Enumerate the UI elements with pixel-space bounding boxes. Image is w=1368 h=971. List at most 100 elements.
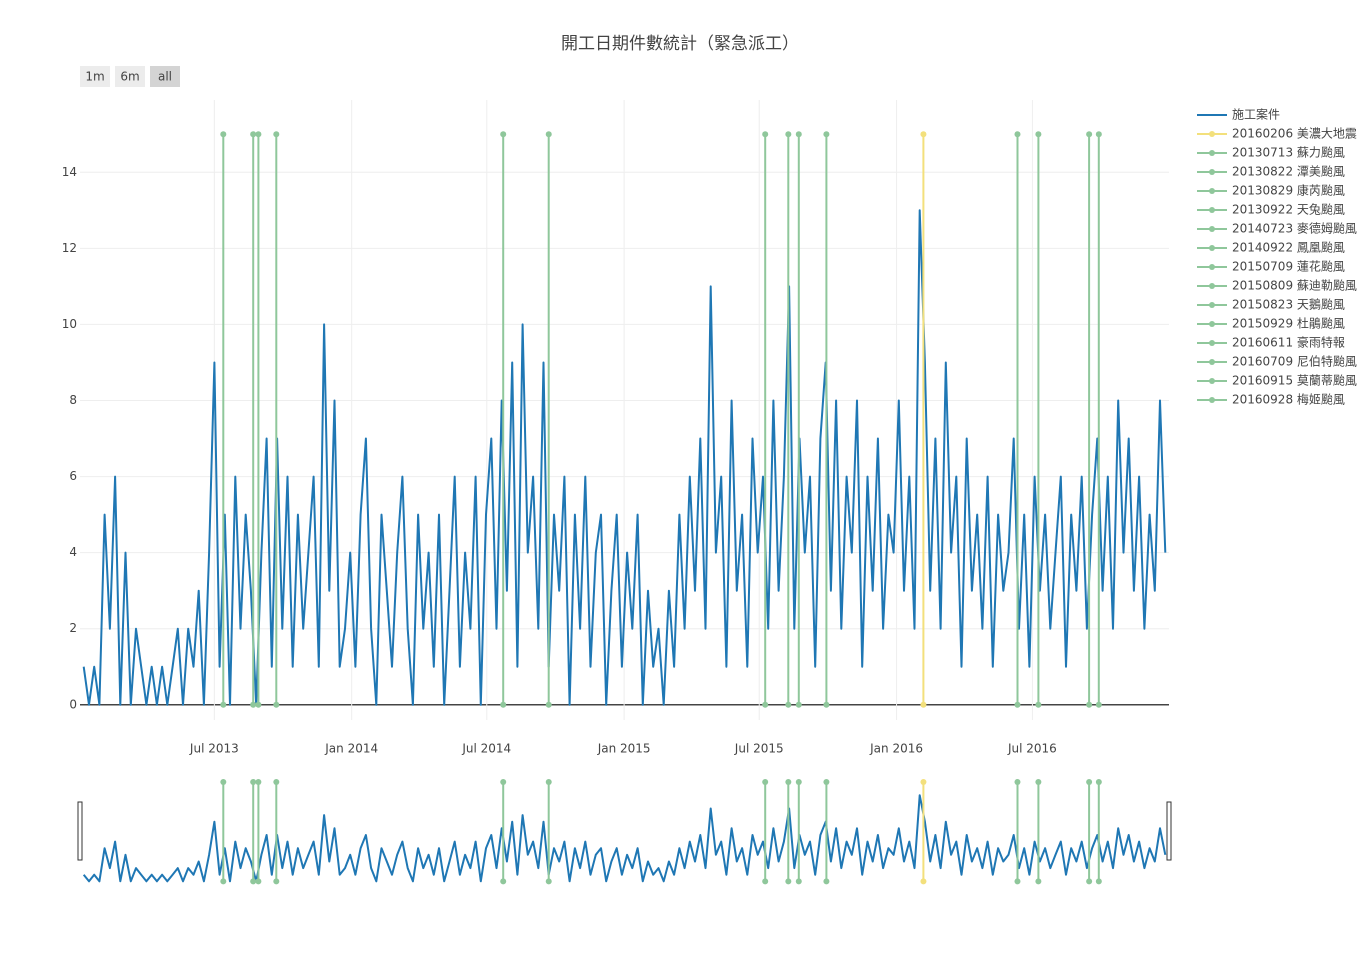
- legend-label[interactable]: 20130713 蘇力颱風: [1232, 145, 1345, 160]
- legend-item[interactable]: 施工案件: [1197, 107, 1280, 122]
- legend-label[interactable]: 20160206 美濃大地震: [1232, 127, 1357, 141]
- slider-point: [545, 778, 552, 785]
- legend-marker[interactable]: [1209, 226, 1215, 232]
- point: [273, 131, 280, 138]
- legend-label[interactable]: 20160611 豪雨特報: [1232, 335, 1345, 350]
- point: [250, 701, 257, 708]
- button-label[interactable]: 6m: [120, 70, 139, 84]
- legend-marker[interactable]: [1209, 283, 1215, 289]
- button-label[interactable]: 1m: [85, 70, 104, 84]
- slider-point: [1086, 878, 1093, 885]
- slider-point: [920, 778, 927, 785]
- legend-marker[interactable]: [1209, 207, 1215, 213]
- slider-point: [273, 878, 280, 885]
- slider-point: [823, 878, 830, 885]
- legend-item[interactable]: 20140723 麥德姆颱風: [1197, 221, 1357, 236]
- slider-point: [220, 878, 227, 885]
- button-bg[interactable]: [80, 66, 110, 87]
- point: [795, 701, 802, 708]
- legend-label[interactable]: 20150823 天鵝颱風: [1232, 297, 1345, 312]
- range-button[interactable]: 6m: [115, 66, 145, 87]
- slider-point: [785, 878, 792, 885]
- point: [1014, 701, 1021, 708]
- point: [920, 131, 927, 138]
- legend-label[interactable]: 20150929 杜鵑颱風: [1232, 316, 1345, 331]
- legend-item[interactable]: 20160709 尼伯特颱風: [1197, 354, 1357, 369]
- legend-marker[interactable]: [1209, 131, 1215, 137]
- slider-point: [255, 878, 262, 885]
- chart-title: 開工日期件數統計（緊急派工）: [561, 34, 799, 54]
- legend-marker[interactable]: [1209, 169, 1215, 175]
- x-tick-label: Jul 2014: [461, 742, 511, 756]
- range-button[interactable]: 1m: [80, 66, 110, 87]
- legend-label[interactable]: 20140723 麥德姆颱風: [1232, 221, 1357, 236]
- slider-handle[interactable]: [77, 801, 83, 861]
- legend-item[interactable]: 20150823 天鵝颱風: [1197, 297, 1345, 312]
- slider-point: [1095, 878, 1102, 885]
- legend-item[interactable]: 20130829 康芮颱風: [1197, 183, 1345, 198]
- y-tick-label: 6: [69, 469, 77, 483]
- point: [1014, 131, 1021, 138]
- legend-label[interactable]: 20130829 康芮颱風: [1232, 183, 1345, 198]
- point: [1035, 131, 1042, 138]
- slider-point: [1035, 778, 1042, 785]
- point: [823, 701, 830, 708]
- legend-item[interactable]: 20150709 蓮花颱風: [1197, 259, 1345, 274]
- legend-label[interactable]: 20160928 梅姬颱風: [1232, 392, 1345, 407]
- legend-marker[interactable]: [1209, 378, 1215, 384]
- point: [273, 701, 280, 708]
- legend-item[interactable]: 20160206 美濃大地震: [1197, 127, 1357, 141]
- x-tick-label: Jul 2013: [189, 742, 239, 756]
- legend-marker[interactable]: [1209, 264, 1215, 270]
- legend-item[interactable]: 20150809 蘇迪勒颱風: [1197, 278, 1357, 293]
- point: [1095, 131, 1102, 138]
- slider-point: [500, 878, 507, 885]
- legend-marker[interactable]: [1209, 359, 1215, 365]
- y-tick-label: 14: [62, 165, 77, 179]
- legend-label[interactable]: 20150709 蓮花颱風: [1232, 259, 1345, 274]
- slider-handle[interactable]: [1166, 801, 1172, 861]
- point: [545, 131, 552, 138]
- legend-label[interactable]: 20150809 蘇迪勒颱風: [1232, 278, 1357, 293]
- legend-item[interactable]: 20160915 莫蘭蒂颱風: [1197, 373, 1357, 388]
- legend-item[interactable]: 20130713 蘇力颱風: [1197, 145, 1345, 160]
- point: [920, 701, 927, 708]
- legend-item[interactable]: 20160928 梅姬颱風: [1197, 392, 1345, 407]
- legend-item[interactable]: 20140922 鳳凰颱風: [1197, 240, 1345, 255]
- slider-point: [762, 878, 769, 885]
- legend-item[interactable]: 20130922 天兔颱風: [1197, 202, 1345, 217]
- legend-marker[interactable]: [1209, 321, 1215, 327]
- series-line: [82, 209, 1167, 706]
- legend-item[interactable]: 20150929 杜鵑颱風: [1197, 316, 1345, 331]
- slider-point: [255, 778, 262, 785]
- legend-label[interactable]: 20160915 莫蘭蒂颱風: [1232, 373, 1357, 388]
- legend-marker[interactable]: [1209, 150, 1215, 156]
- slider-point: [920, 878, 927, 885]
- legend-marker[interactable]: [1209, 397, 1215, 403]
- slider-point: [220, 778, 227, 785]
- button-label[interactable]: all: [158, 70, 172, 84]
- legend-label[interactable]: 20130922 天兔颱風: [1232, 202, 1345, 217]
- point: [823, 131, 830, 138]
- legend-marker[interactable]: [1209, 188, 1215, 194]
- legend-label[interactable]: 20140922 鳳凰颱風: [1232, 240, 1345, 255]
- legend-marker[interactable]: [1209, 245, 1215, 251]
- range-button[interactable]: all: [150, 66, 180, 87]
- point: [1095, 701, 1102, 708]
- button-bg[interactable]: [150, 66, 180, 87]
- slider-point: [1095, 778, 1102, 785]
- legend-label[interactable]: 施工案件: [1232, 107, 1280, 122]
- legend-item[interactable]: 20130822 潭美颱風: [1197, 164, 1345, 179]
- slider-point: [250, 778, 257, 785]
- legend-label[interactable]: 20160709 尼伯特颱風: [1232, 354, 1357, 369]
- point: [795, 131, 802, 138]
- legend-label[interactable]: 20130822 潭美颱風: [1232, 164, 1345, 179]
- slider-line: [82, 794, 1167, 883]
- slider-point: [1035, 878, 1042, 885]
- slider-point: [795, 778, 802, 785]
- legend-item[interactable]: 20160611 豪雨特報: [1197, 335, 1345, 350]
- button-bg[interactable]: [115, 66, 145, 87]
- legend-marker[interactable]: [1209, 302, 1215, 308]
- legend-marker[interactable]: [1209, 340, 1215, 346]
